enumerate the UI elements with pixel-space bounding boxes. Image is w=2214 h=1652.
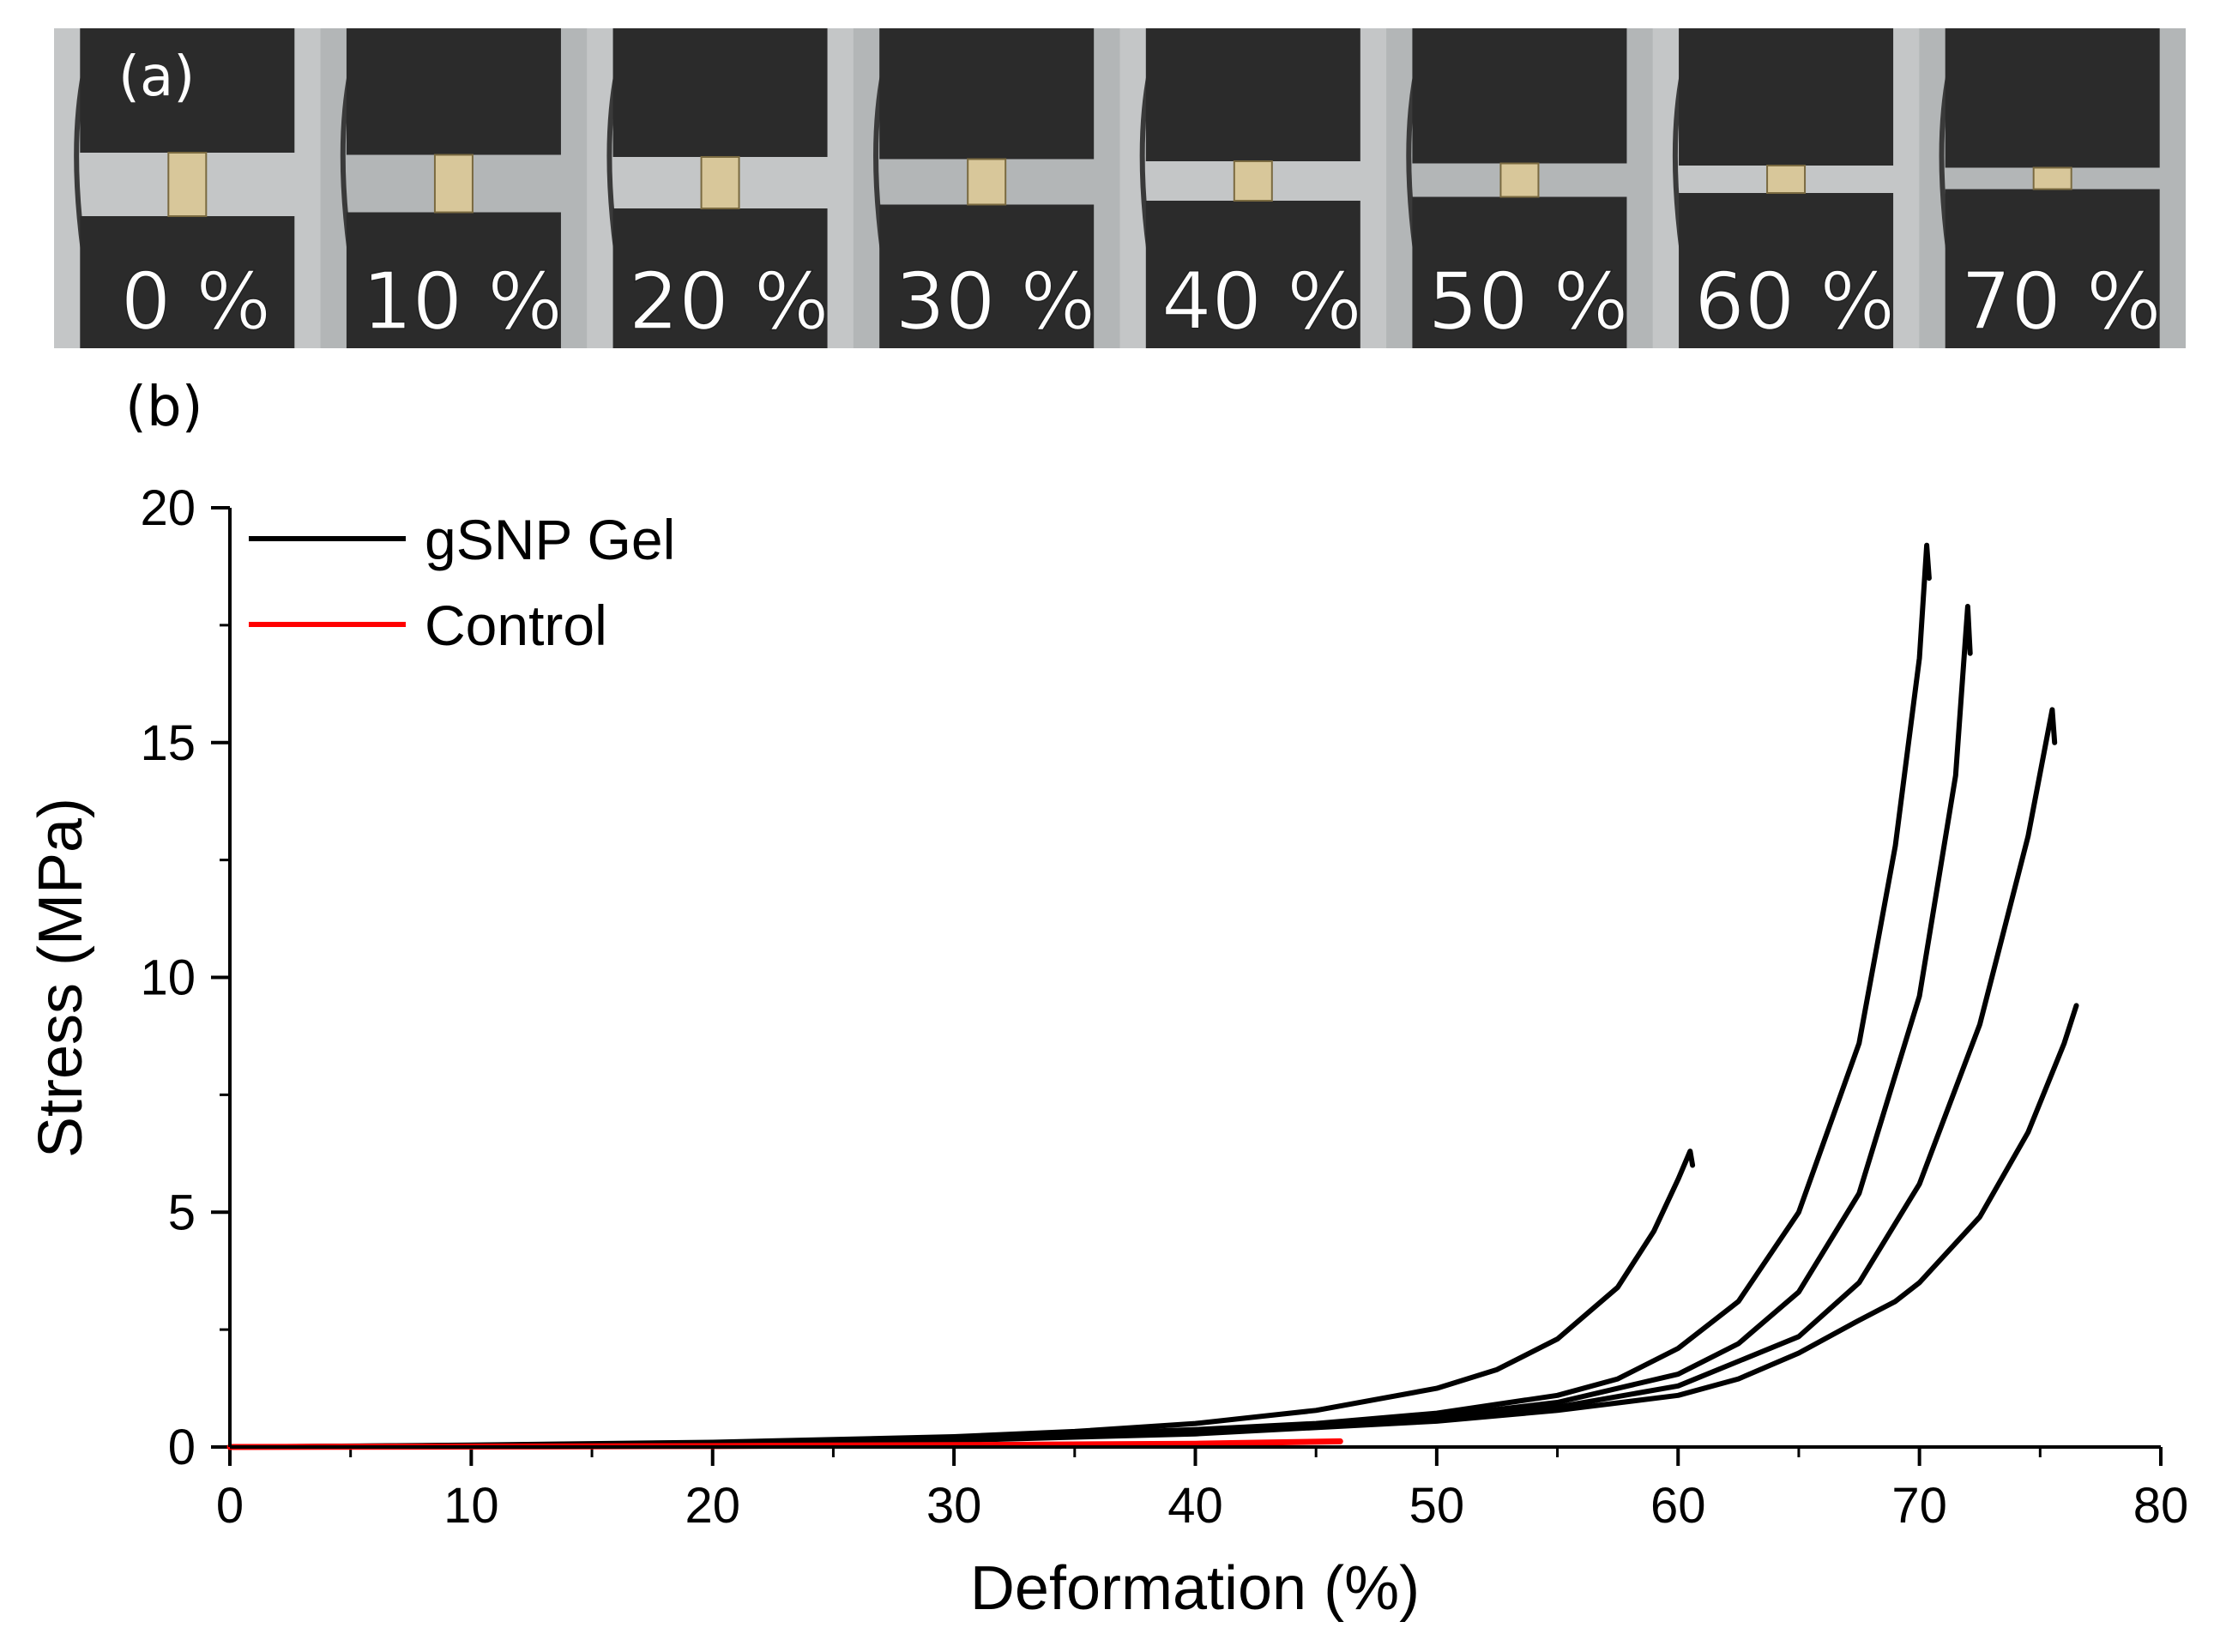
chart-legend: gSNP Gel Control xyxy=(249,508,675,657)
gel-sample xyxy=(700,156,740,209)
photo-frame: 30 % xyxy=(853,28,1120,348)
frame-strain-label: 0 % xyxy=(121,256,271,347)
photo-frame: 20 % xyxy=(587,28,854,348)
photo-frame: 10 % xyxy=(320,28,588,348)
legend-label-gsnp-gel: gSNP Gel xyxy=(425,508,675,571)
frame-strain-label: 70 % xyxy=(1961,256,2162,347)
lower-platen xyxy=(1679,193,1894,348)
lower-platen xyxy=(1145,201,1360,348)
gel-sample xyxy=(1499,162,1540,198)
lower-platen xyxy=(879,204,1095,348)
photo-frame: 60 % xyxy=(1652,28,1920,348)
stress-deformation-chart: (b) 0 10 20 30 40 50 60 70 80 0 5 10 15 20 Deformatio… xyxy=(27,376,2189,1623)
y-tick-label: 0 xyxy=(168,1420,196,1475)
upper-platen xyxy=(346,28,561,155)
y-tick-label: 15 xyxy=(140,715,196,771)
series-line-gsnp-gel xyxy=(227,542,1932,1450)
panel-b-label: (b) xyxy=(125,376,203,439)
frame-strain-label: 50 % xyxy=(1428,256,1629,347)
gel-sample xyxy=(433,154,474,214)
x-tick-label: 0 xyxy=(216,1478,244,1534)
frame-strain-label: 30 % xyxy=(895,256,1095,347)
gel-sample xyxy=(1233,160,1273,202)
upper-platen xyxy=(1679,28,1894,166)
x-tick-label: 60 xyxy=(1650,1478,1706,1534)
compression-photo-strip: 0 % 10 % 20 % 30 % 40 % 50 % 60 % 70 % (a) xyxy=(54,28,2186,348)
frame-strain-label: 40 % xyxy=(1161,256,1362,347)
y-axis-title: Stress (MPa) xyxy=(27,798,95,1158)
series-line-gsnp-gel xyxy=(227,1149,1696,1450)
x-tick-label: 30 xyxy=(926,1478,982,1534)
y-tick-label: 20 xyxy=(140,480,196,536)
frame-strain-label: 10 % xyxy=(362,256,563,347)
lower-platen xyxy=(612,208,828,348)
photo-frame: 50 % xyxy=(1386,28,1653,348)
upper-platen xyxy=(1945,28,2160,168)
x-tick-label: 70 xyxy=(1891,1478,1947,1534)
x-tick-label: 40 xyxy=(1167,1478,1223,1534)
y-tick-label: 5 xyxy=(168,1185,196,1240)
photo-frame: 40 % xyxy=(1119,28,1387,348)
gel-sample xyxy=(967,158,1007,206)
upper-platen xyxy=(80,28,295,153)
gel-sample xyxy=(2032,166,2072,190)
lower-platen xyxy=(346,212,561,348)
series-line-gsnp-gel xyxy=(227,604,1973,1450)
x-tick-label: 20 xyxy=(685,1478,740,1534)
x-tick-label: 50 xyxy=(1409,1478,1465,1534)
y-tick-label: 10 xyxy=(140,950,196,1006)
upper-platen xyxy=(1145,28,1360,161)
frame-strain-label: 60 % xyxy=(1694,256,1895,347)
series-line-gsnp-gel xyxy=(227,707,2058,1450)
gel-sample xyxy=(1766,165,1807,194)
lower-platen xyxy=(1412,196,1627,348)
photo-frame: 70 % xyxy=(1919,28,2186,348)
upper-platen xyxy=(612,28,828,157)
x-tick-label: 10 xyxy=(443,1478,499,1534)
frame-strain-label: 20 % xyxy=(629,256,829,347)
x-axis-title: Deformation (%) xyxy=(970,1554,1420,1623)
legend-label-control: Control xyxy=(425,594,607,657)
gel-sample xyxy=(167,152,208,217)
lower-platen xyxy=(1945,189,2160,348)
upper-platen xyxy=(1412,28,1627,164)
series-line-gsnp-gel xyxy=(227,1003,2079,1450)
panel-a-label: (a) xyxy=(118,45,195,109)
x-tick-label: 80 xyxy=(2133,1478,2189,1534)
photo-frame: 0 % xyxy=(54,28,321,348)
lower-platen xyxy=(80,216,295,348)
upper-platen xyxy=(879,28,1095,160)
